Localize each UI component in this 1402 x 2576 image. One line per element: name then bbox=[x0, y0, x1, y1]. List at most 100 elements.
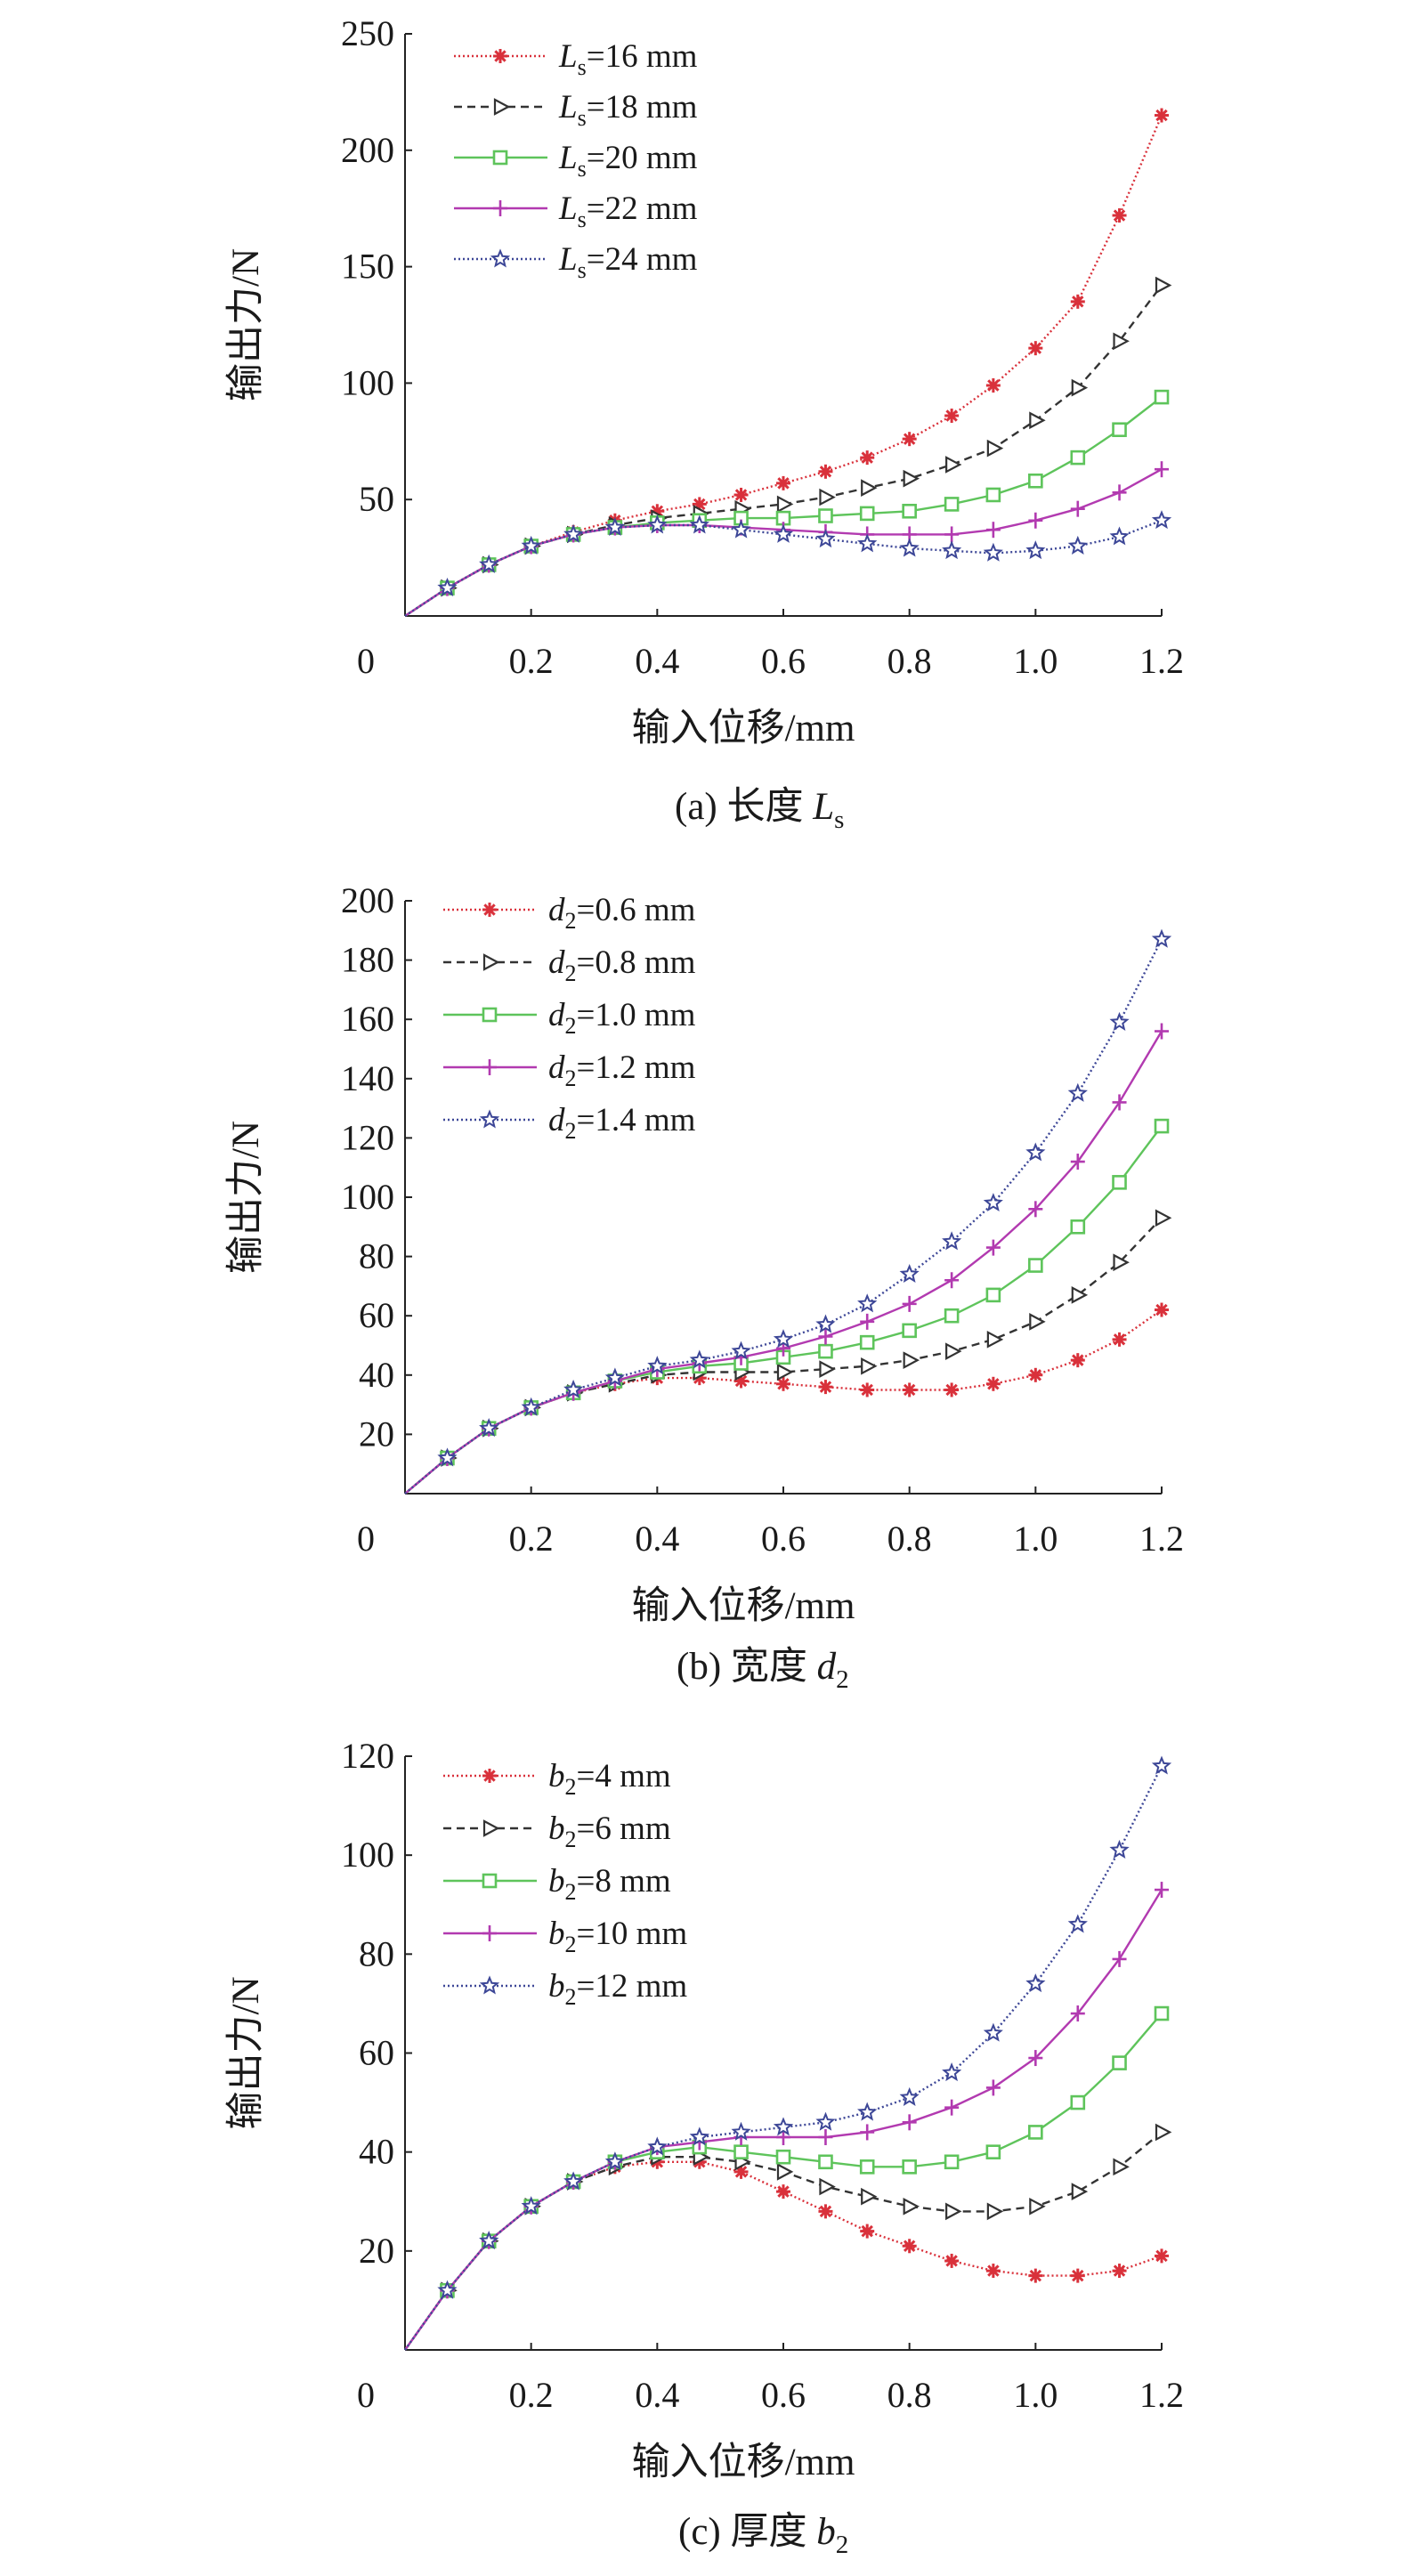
chart-a-data-point-shape bbox=[1070, 450, 1086, 466]
chart-c-data-point-shape bbox=[1067, 1914, 1088, 1933]
chart-c-caption-var: b bbox=[816, 2511, 836, 2553]
chart-a-caption-sub: s bbox=[834, 806, 844, 834]
chart-a-data-point-stroke bbox=[945, 409, 958, 422]
chart-b-x-tick-label: 0.6 bbox=[761, 1519, 806, 1559]
chart-a-legend-label-rest: =16 mm bbox=[587, 38, 698, 75]
chart-b-data-point bbox=[1067, 1082, 1088, 1102]
chart-c-data-point bbox=[944, 2253, 960, 2268]
chart-c-data-point bbox=[1155, 1882, 1169, 1899]
chart-b-data-point bbox=[1070, 1154, 1085, 1171]
chart-a-data-point bbox=[945, 456, 962, 474]
chart-b-data-point-shape bbox=[1067, 1082, 1088, 1102]
chart-c-series-markers-2 bbox=[440, 2005, 1170, 2298]
chart-a-x-tick-label: 0.8 bbox=[887, 641, 932, 681]
chart-b-legend-marker bbox=[482, 903, 497, 917]
chart-c-legend-label-var: b bbox=[548, 1758, 565, 1794]
chart-a-data-point-shape bbox=[819, 488, 836, 506]
chart-b-data-point bbox=[1112, 1332, 1127, 1347]
chart-c-data-point bbox=[1070, 2268, 1085, 2283]
chart-c-data-point bbox=[689, 2126, 709, 2146]
chart-c-data-point bbox=[1025, 1973, 1046, 1993]
chart-b-data-point bbox=[942, 1231, 962, 1251]
chart-a-data-point bbox=[479, 554, 499, 573]
chart-c-data-point bbox=[1028, 2125, 1043, 2140]
chart-a-series-markers-0 bbox=[440, 108, 1169, 595]
chart-c-x-tick-label: 0.4 bbox=[635, 2375, 679, 2415]
chart-c-data-point bbox=[1029, 2197, 1046, 2216]
chart-c-data-point-shape bbox=[986, 2202, 1004, 2221]
chart-b-data-point-shape bbox=[1155, 1209, 1172, 1227]
chart-a-data-point bbox=[776, 475, 790, 490]
chart-a-x-tick-label: 0.4 bbox=[635, 641, 679, 681]
chart-c-x-tick-label: 1.0 bbox=[1013, 2375, 1058, 2415]
chart-a-data-point-shape bbox=[1155, 276, 1172, 295]
chart-c-data-point-shape bbox=[479, 2231, 499, 2250]
chart-c-legend-marker bbox=[482, 1925, 497, 1941]
chart-a-data-point bbox=[1029, 411, 1046, 430]
chart-b-data-point-shape bbox=[1109, 1011, 1130, 1031]
chart-b-data-point bbox=[1028, 1201, 1043, 1218]
chart-a-series-markers-2 bbox=[440, 389, 1170, 595]
chart-b-data-point-shape bbox=[1070, 1219, 1086, 1235]
chart-c-legend-label-var: b bbox=[548, 1968, 565, 2005]
chart-a-legend-label: Ls=22 mm bbox=[558, 190, 698, 232]
chart-a-data-point bbox=[944, 526, 960, 543]
chart-c-data-point-stroke bbox=[777, 2185, 790, 2198]
chart-a-data-point-shape bbox=[818, 508, 833, 523]
chart-a-data-point-shape bbox=[942, 540, 962, 560]
chart-a-data-point bbox=[437, 577, 458, 597]
chart-b-data-point-shape bbox=[1151, 928, 1172, 948]
chart-a-legend-label-var: L bbox=[558, 38, 578, 75]
chart-c-data-point bbox=[815, 2111, 836, 2131]
chart-c-data-point bbox=[1112, 2055, 1127, 2070]
chart-b-y-axis-title: 输出力/N bbox=[225, 1121, 267, 1274]
chart-b-data-point bbox=[857, 1293, 878, 1313]
chart-a-data-point bbox=[985, 522, 1001, 539]
chart-b-data-point-shape bbox=[437, 1447, 458, 1467]
chart-c-data-point-shape bbox=[773, 2117, 794, 2136]
chart-c-series-markers-1 bbox=[441, 2123, 1172, 2300]
chart-panel-c: 20 40 60 80 100 120 0 0.2 0.4 0.6 0.8 1.0 1.2 输入位移/mm… bbox=[0, 1727, 1402, 2576]
chart-b-legend-marker-shape bbox=[482, 953, 500, 971]
chart-c-data-point bbox=[1113, 2158, 1130, 2176]
chart-b-data-point-shape bbox=[563, 1379, 584, 1398]
chart-b-y-tick-label: 180 bbox=[341, 940, 394, 980]
chart-c-data-point-shape bbox=[776, 2163, 794, 2181]
chart-c-data-point-shape bbox=[861, 2187, 878, 2206]
chart-a-svg: 50 100 150 200 250 0 0.2 0.4 0.6 0.8 1.0 1.2 输入位移/mm… bbox=[225, 13, 1184, 834]
chart-b-data-point bbox=[902, 1295, 917, 1312]
chart-a-data-point-shape bbox=[1071, 378, 1089, 397]
chart-b-legend-label-sub: 2 bbox=[565, 1118, 577, 1144]
chart-c-data-point-shape bbox=[731, 2121, 751, 2141]
chart-a-data-point bbox=[1155, 108, 1169, 123]
chart-c-x-tick-label: 0.8 bbox=[887, 2375, 932, 2415]
chart-b-data-point-shape bbox=[1025, 1142, 1046, 1162]
chart-b-y-tick-label: 200 bbox=[341, 880, 394, 920]
chart-c-data-point-shape bbox=[1109, 1839, 1130, 1859]
chart-c-data-point-shape bbox=[733, 2144, 749, 2159]
chart-b-series-markers-0 bbox=[440, 1302, 1169, 1466]
chart-b-data-point bbox=[860, 1313, 875, 1330]
chart-a-data-point bbox=[902, 432, 917, 447]
chart-a-legend-marker-shape bbox=[490, 248, 511, 268]
chart-a-data-point bbox=[860, 450, 875, 466]
chart-c-data-point-stroke bbox=[1155, 2249, 1168, 2263]
chart-c-data-point bbox=[731, 2121, 751, 2141]
chart-b-data-point-shape bbox=[903, 1351, 920, 1369]
chart-a-caption-var: L bbox=[812, 786, 834, 828]
chart-a-y-tick-label: 150 bbox=[341, 247, 394, 287]
chart-c-data-point bbox=[776, 2163, 794, 2181]
chart-c-data-point bbox=[944, 2099, 960, 2116]
chart-b-y-tick-label: 100 bbox=[341, 1177, 394, 1217]
chart-c-data-point bbox=[1070, 2005, 1085, 2022]
chart-a-data-point bbox=[1155, 461, 1169, 478]
chart-b-series-line-4 bbox=[404, 938, 1163, 1495]
chart-a-series-line-0 bbox=[404, 115, 1163, 618]
chart-b-data-point bbox=[902, 1323, 917, 1339]
chart-a-series-markers-4 bbox=[437, 510, 1172, 597]
chart-c-legend-label-sub: 2 bbox=[565, 1879, 577, 1905]
chart-b-data-point bbox=[861, 1357, 878, 1375]
chart-a-data-point-shape bbox=[604, 516, 625, 537]
chart-c-data-point-stroke bbox=[945, 2255, 958, 2267]
